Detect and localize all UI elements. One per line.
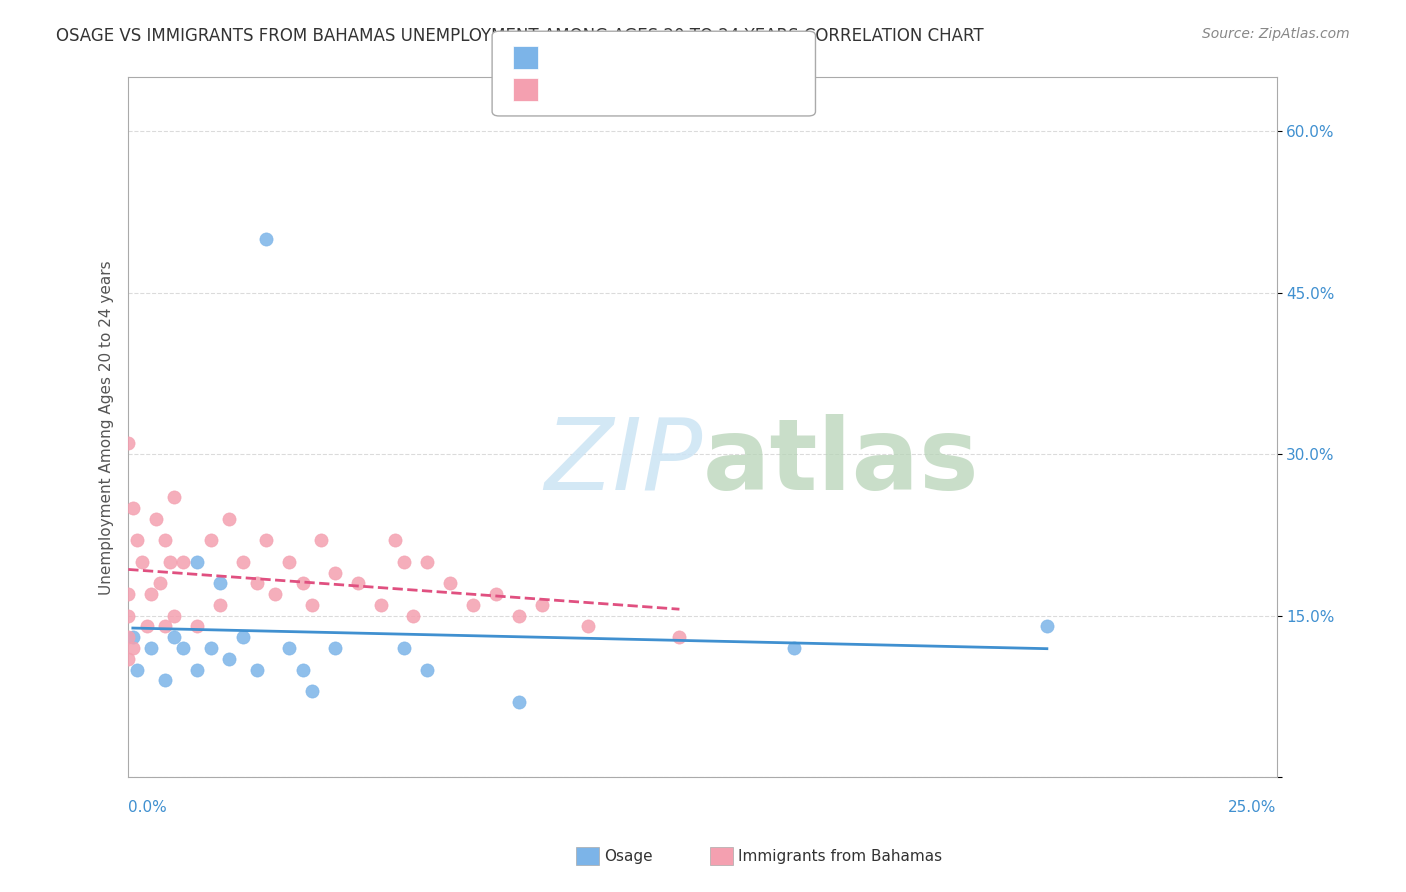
Text: Source: ZipAtlas.com: Source: ZipAtlas.com: [1202, 27, 1350, 41]
Point: [323, 566, 346, 580]
Point: [153, 533, 176, 548]
Text: R = 0.180   N = 45: R = 0.180 N = 45: [547, 81, 704, 99]
Point: [278, 640, 301, 655]
Point: [392, 640, 415, 655]
Point: [246, 663, 269, 677]
Text: 0.0%: 0.0%: [128, 800, 167, 815]
Point: [200, 533, 222, 548]
Point: [141, 640, 163, 655]
Point: [159, 555, 181, 569]
Point: [209, 576, 232, 591]
Point: [576, 619, 599, 633]
Point: [218, 512, 240, 526]
Point: [121, 640, 143, 655]
Point: [402, 608, 425, 623]
Point: [121, 630, 143, 644]
Text: Immigrants from Bahamas: Immigrants from Bahamas: [738, 849, 942, 863]
Point: [291, 663, 314, 677]
Text: OSAGE VS IMMIGRANTS FROM BAHAMAS UNEMPLOYMENT AMONG AGES 20 TO 24 YEARS CORRELAT: OSAGE VS IMMIGRANTS FROM BAHAMAS UNEMPLO…: [56, 27, 984, 45]
Point: [131, 555, 153, 569]
Point: [783, 640, 806, 655]
Point: [508, 608, 530, 623]
Text: atlas: atlas: [703, 414, 979, 511]
Point: [323, 640, 346, 655]
Point: [153, 673, 176, 688]
Point: [141, 587, 163, 601]
Point: [668, 630, 690, 644]
Point: [186, 619, 208, 633]
Point: [232, 555, 254, 569]
Point: [163, 608, 186, 623]
Point: [163, 630, 186, 644]
Point: [232, 630, 254, 644]
Point: [218, 652, 240, 666]
Point: [1036, 619, 1059, 633]
Point: [246, 576, 269, 591]
Point: [153, 619, 176, 633]
Point: [301, 684, 323, 698]
Point: [508, 695, 530, 709]
Point: [135, 619, 157, 633]
Y-axis label: Unemployment Among Ages 20 to 24 years: Unemployment Among Ages 20 to 24 years: [100, 260, 114, 595]
Point: [392, 555, 415, 569]
Point: [254, 533, 277, 548]
Point: [485, 587, 508, 601]
Point: [200, 640, 222, 655]
Text: Osage: Osage: [605, 849, 654, 863]
Point: [416, 555, 439, 569]
Point: [121, 501, 143, 516]
Point: [145, 512, 167, 526]
Text: R = 0.010   N = 23: R = 0.010 N = 23: [547, 49, 704, 67]
Point: [254, 232, 277, 246]
Point: [264, 587, 287, 601]
Point: [186, 663, 208, 677]
Point: [278, 555, 301, 569]
Point: [127, 663, 149, 677]
Point: [172, 555, 194, 569]
Point: [347, 576, 370, 591]
Point: [530, 598, 553, 612]
Point: [301, 598, 323, 612]
Point: [439, 576, 461, 591]
Text: 25.0%: 25.0%: [1229, 800, 1277, 815]
Point: [117, 630, 139, 644]
Point: [291, 576, 314, 591]
Point: [163, 491, 186, 505]
Point: [384, 533, 406, 548]
Point: [186, 555, 208, 569]
Point: [149, 576, 172, 591]
Point: [172, 640, 194, 655]
Point: [461, 598, 484, 612]
Point: [209, 598, 232, 612]
Point: [127, 533, 149, 548]
Text: ZIP: ZIP: [544, 414, 703, 511]
Point: [370, 598, 392, 612]
Point: [309, 533, 332, 548]
Point: [416, 663, 439, 677]
Point: [117, 652, 139, 666]
Point: [117, 587, 139, 601]
Point: [117, 608, 139, 623]
Point: [117, 436, 139, 450]
